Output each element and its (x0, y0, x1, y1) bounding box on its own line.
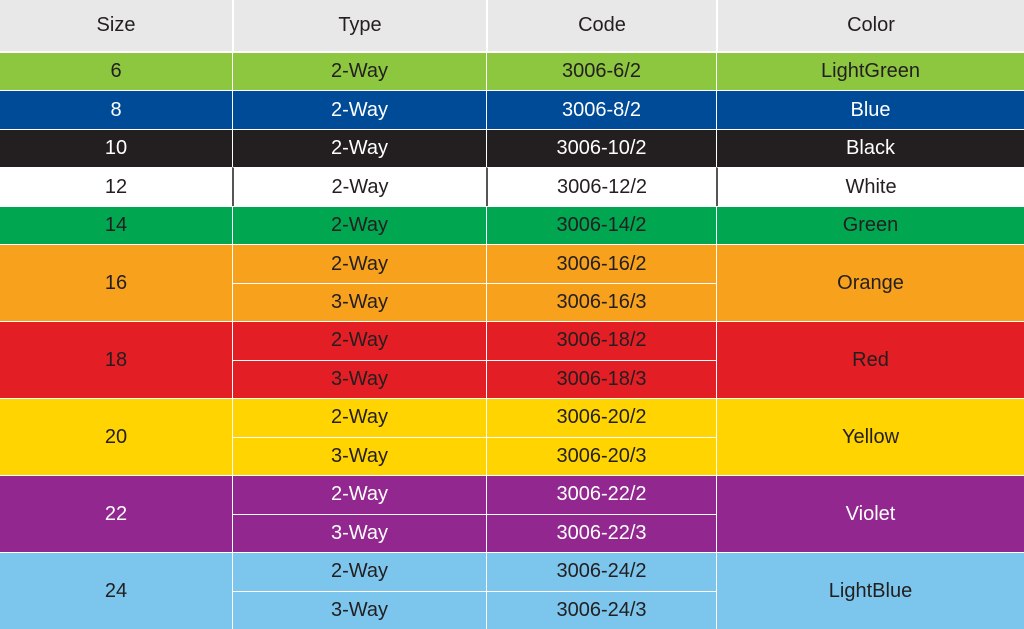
type-cell: 2-Way (232, 552, 486, 591)
size-cell: 20 (0, 398, 232, 476)
code-cell: 3006-20/2 (486, 398, 716, 437)
type-cell: 2-Way (232, 398, 486, 437)
code-cell: 3006-22/3 (486, 513, 716, 553)
color-cell: Violet (716, 475, 1024, 553)
code-cell: 3006-10/2 (486, 128, 716, 168)
type-cell: 2-Way (232, 321, 486, 360)
header-cell: Color (716, 0, 1024, 52)
type-cell: 3-Way (232, 436, 486, 476)
size-cell: 24 (0, 552, 232, 629)
size-cell: 12 (0, 167, 232, 206)
size-cell: 18 (0, 321, 232, 399)
type-cell: 2-Way (232, 205, 486, 245)
type-cell: 3-Way (232, 513, 486, 553)
size-cell: 16 (0, 244, 232, 322)
type-cell: 3-Way (232, 590, 486, 629)
code-cell: 3006-24/2 (486, 552, 716, 591)
code-cell: 3006-6/2 (486, 52, 716, 91)
type-cell: 2-Way (232, 90, 486, 129)
color-cell: White (716, 167, 1024, 206)
header-cell: Code (486, 0, 716, 52)
type-cell: 2-Way (232, 128, 486, 168)
code-cell: 3006-14/2 (486, 205, 716, 245)
size-cell: 8 (0, 90, 232, 129)
type-cell: 2-Way (232, 167, 486, 206)
header-cell: Type (232, 0, 486, 52)
code-cell: 3006-18/2 (486, 321, 716, 360)
color-cell: LightBlue (716, 552, 1024, 629)
color-cell: Yellow (716, 398, 1024, 476)
header-cell: Size (0, 0, 232, 52)
code-cell: 3006-16/2 (486, 244, 716, 283)
code-cell: 3006-22/2 (486, 475, 716, 514)
code-cell: 3006-20/3 (486, 436, 716, 476)
code-cell: 3006-12/2 (486, 167, 716, 206)
color-cell: Blue (716, 90, 1024, 129)
type-cell: 2-Way (232, 475, 486, 514)
color-cell: Green (716, 205, 1024, 245)
type-cell: 2-Way (232, 244, 486, 283)
code-cell: 3006-16/3 (486, 282, 716, 322)
type-cell: 2-Way (232, 52, 486, 91)
color-cell: Black (716, 128, 1024, 168)
color-cell: LightGreen (716, 52, 1024, 91)
color-cell: Red (716, 321, 1024, 399)
type-cell: 3-Way (232, 282, 486, 322)
code-cell: 3006-24/3 (486, 590, 716, 629)
size-cell: 22 (0, 475, 232, 553)
code-cell: 3006-18/3 (486, 359, 716, 399)
size-cell: 10 (0, 128, 232, 168)
color-cell: Orange (716, 244, 1024, 322)
size-cell: 14 (0, 205, 232, 245)
code-cell: 3006-8/2 (486, 90, 716, 129)
type-cell: 3-Way (232, 359, 486, 399)
size-cell: 6 (0, 52, 232, 91)
